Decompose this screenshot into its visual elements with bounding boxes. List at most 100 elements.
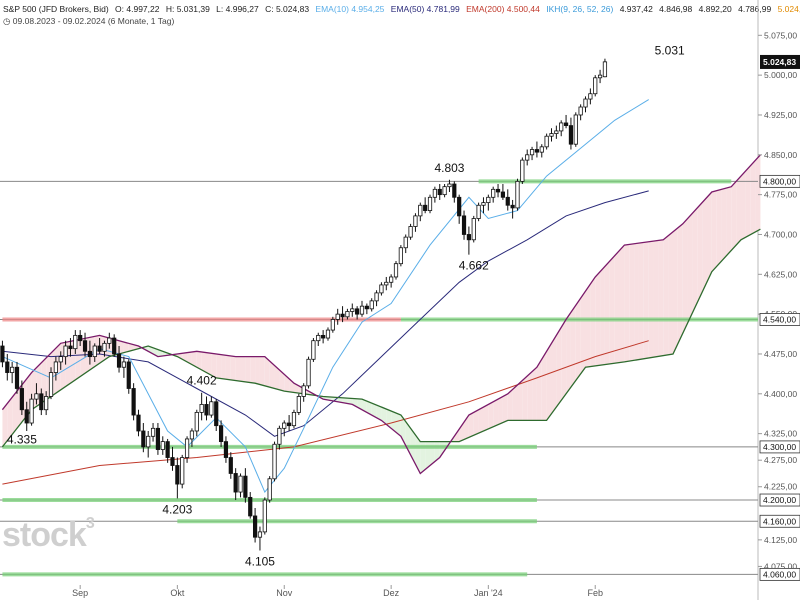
candle-body xyxy=(491,188,496,198)
legend-ikh[interactable]: IKH(9, 26, 52, 26) xyxy=(546,4,614,14)
candle-body xyxy=(146,435,151,448)
candle-body xyxy=(534,149,540,153)
clock-icon: ◷ xyxy=(3,16,11,26)
y-tick-label: 4.075,00 xyxy=(764,561,797,571)
y-tick-label: 4.475,00 xyxy=(764,349,797,359)
candle-body xyxy=(384,281,389,286)
candle-body xyxy=(209,401,214,416)
ichimoku-cloud-segment xyxy=(580,291,586,374)
candle-body xyxy=(92,345,97,358)
candle-body xyxy=(131,388,136,416)
ichimoku-cloud-segment xyxy=(546,343,552,421)
candle-body xyxy=(578,106,583,116)
candle-body xyxy=(199,404,204,413)
candle-body xyxy=(252,515,258,538)
candle-body xyxy=(447,183,452,188)
candle-body xyxy=(141,430,146,448)
x-tick-label: Jan '24 xyxy=(474,588,503,598)
ichimoku-cloud-segment xyxy=(211,353,217,378)
ichimoku-cloud-segment xyxy=(396,413,401,437)
ikh-value-2: 4.846,98 xyxy=(659,4,693,14)
candle-body xyxy=(423,204,428,211)
candle-body xyxy=(364,305,369,310)
candle-body xyxy=(48,372,54,397)
candle-body xyxy=(350,308,355,312)
candle-body xyxy=(583,98,588,108)
ichimoku-cloud-segment xyxy=(677,223,683,344)
extreme-label: 5.031 xyxy=(655,44,685,58)
ichimoku-cloud-segment xyxy=(216,353,222,379)
candle-body xyxy=(58,356,63,363)
ichimoku-cloud-segment xyxy=(575,298,581,381)
candle-body xyxy=(588,93,593,100)
candle-body xyxy=(19,388,24,411)
ichimoku-cloud-segment xyxy=(697,202,703,303)
candle-body xyxy=(5,361,10,373)
candle-body xyxy=(184,438,190,458)
ichimoku-cloud-segment xyxy=(706,191,712,282)
ichimoku-cloud-segment xyxy=(420,441,426,474)
candle-body xyxy=(461,215,467,235)
candle-body xyxy=(14,366,20,389)
y-tick-label: 4.400,00 xyxy=(764,389,797,399)
ichimoku-cloud-segment xyxy=(745,165,751,238)
ichimoku-cloud-segment xyxy=(692,207,698,313)
candle-body xyxy=(248,496,253,517)
ichimoku-cloud-segment xyxy=(7,397,13,441)
y-tick-label: 4.275,00 xyxy=(764,455,797,465)
candle-body xyxy=(121,361,127,368)
level-tag-label: 4.200,00 xyxy=(763,495,796,505)
instrument-title: S&P 500 (JFD Brokers, Bid) xyxy=(3,4,109,14)
candle-body xyxy=(325,329,331,339)
ichimoku-cloud-segment xyxy=(556,327,562,408)
legend-ema200[interactable]: EMA(200) 4.500,44 xyxy=(466,4,540,14)
candle-body xyxy=(126,361,131,389)
ichimoku-cloud-segment xyxy=(624,244,630,362)
ichimoku-cloud-segment xyxy=(206,352,212,376)
ichimoku-cloud-segment xyxy=(2,403,8,447)
legend-ema10[interactable]: EMA(10) 4.954,25 xyxy=(315,4,385,14)
ichimoku-cloud-segment xyxy=(755,154,761,232)
candle-body xyxy=(510,204,515,209)
candle-body xyxy=(136,414,141,432)
level-tag-label: 4.800,00 xyxy=(763,176,796,186)
candle-body xyxy=(573,114,578,145)
candle-body xyxy=(39,393,44,411)
candle-body xyxy=(238,475,243,493)
candle-body xyxy=(160,441,165,450)
candle-body xyxy=(529,149,535,156)
ichimoku-cloud-segment xyxy=(381,407,387,425)
candle-body xyxy=(389,276,394,283)
candle-body xyxy=(243,475,248,498)
ichimoku-cloud-segment xyxy=(191,351,197,368)
logo-sup: 3 xyxy=(85,514,95,532)
candle-body xyxy=(486,196,491,204)
candle-body xyxy=(418,204,423,217)
ichimoku-cloud-segment xyxy=(740,170,746,240)
ichimoku-cloud-segment xyxy=(536,359,542,421)
ichimoku-cloud-segment xyxy=(648,241,654,358)
ichimoku-cloud-segment xyxy=(634,243,639,361)
candle-body xyxy=(593,77,598,95)
ichimoku-cloud-segment xyxy=(726,186,732,256)
ichimoku-cloud-segment xyxy=(225,355,231,380)
ichimoku-cloud-segment xyxy=(750,160,756,235)
ichimoku-cloud-segment xyxy=(240,356,246,382)
candle-body xyxy=(150,427,156,437)
y-tick-label: 4.625,00 xyxy=(764,269,797,279)
ichimoku-cloud-segment xyxy=(196,351,202,370)
ohlc-low: L: 4.996,27 xyxy=(216,4,259,14)
level-tag-label: 4.160,00 xyxy=(763,516,796,526)
legend-ema50[interactable]: EMA(50) 4.781,99 xyxy=(390,4,460,14)
candle-body xyxy=(223,441,229,458)
ichimoku-cloud-segment xyxy=(123,342,129,353)
candle-body xyxy=(568,125,574,145)
candle-body xyxy=(214,401,219,427)
candle-body xyxy=(233,473,238,493)
candle-body xyxy=(155,427,161,450)
candle-body xyxy=(476,204,481,219)
level-tag xyxy=(759,567,800,581)
ichimoku-cloud-segment xyxy=(498,396,503,425)
candle-body xyxy=(398,247,403,265)
